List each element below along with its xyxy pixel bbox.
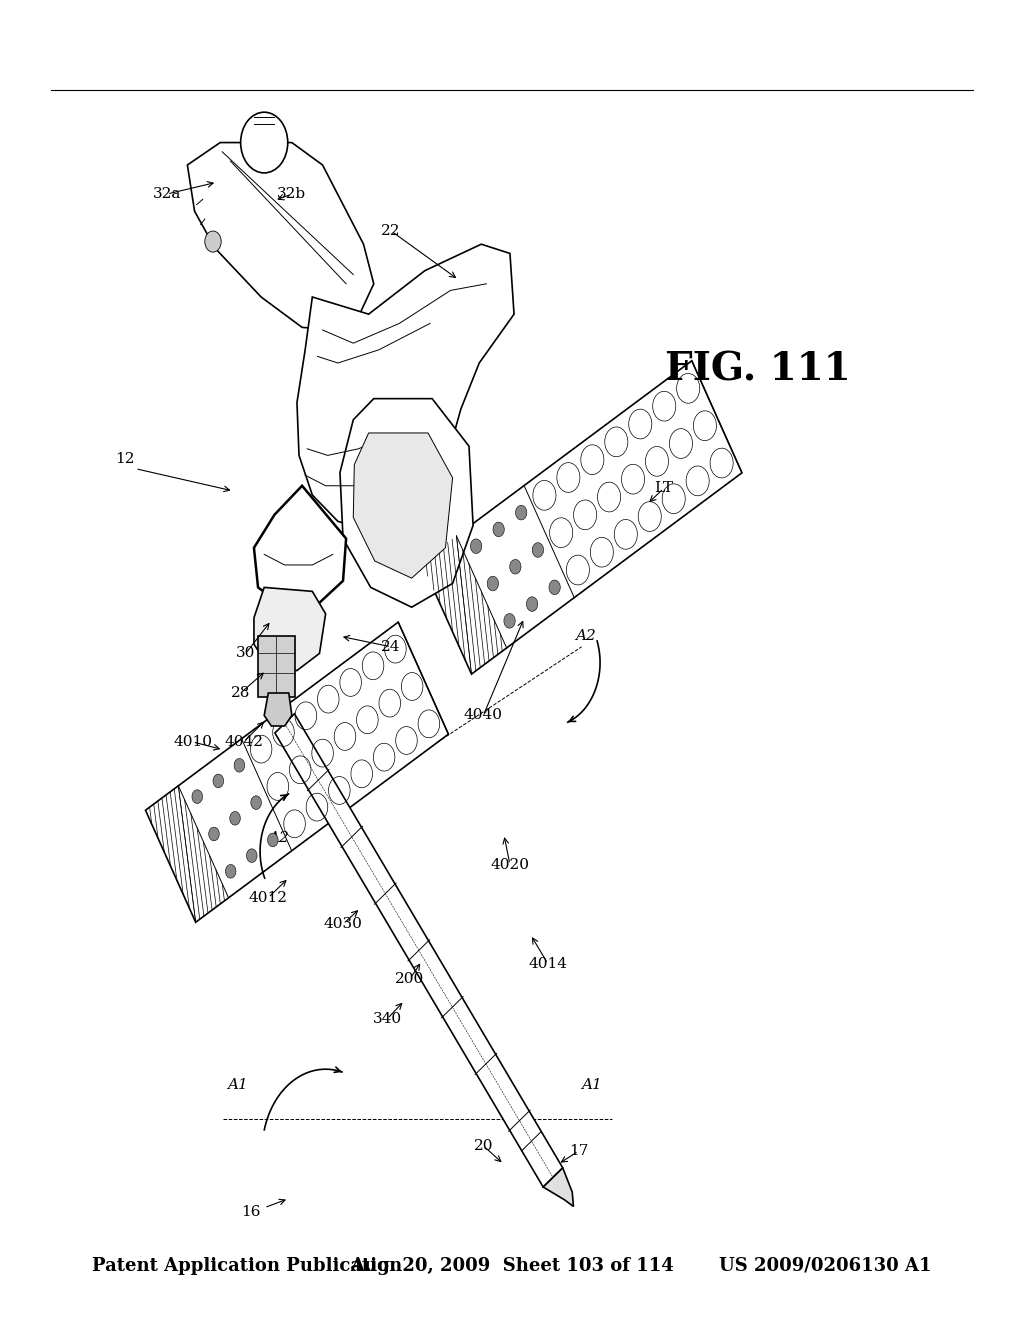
Polygon shape (187, 143, 374, 330)
Text: 20: 20 (473, 1139, 494, 1152)
Polygon shape (470, 539, 482, 553)
Text: 28: 28 (231, 686, 250, 700)
Text: 4020: 4020 (490, 858, 529, 871)
Text: FIG. 111: FIG. 111 (665, 351, 851, 388)
Text: 30: 30 (237, 647, 255, 660)
Circle shape (241, 112, 288, 173)
Polygon shape (543, 1168, 573, 1206)
Polygon shape (487, 577, 499, 591)
Text: Aug. 20, 2009  Sheet 103 of 114: Aug. 20, 2009 Sheet 103 of 114 (350, 1257, 674, 1275)
Text: 24: 24 (381, 640, 401, 653)
Polygon shape (251, 796, 261, 809)
Text: 22: 22 (381, 224, 401, 238)
Polygon shape (264, 693, 292, 726)
Text: A1: A1 (582, 1078, 602, 1092)
Polygon shape (549, 579, 560, 595)
Polygon shape (234, 759, 245, 772)
Polygon shape (515, 506, 527, 520)
Polygon shape (274, 714, 563, 1187)
Polygon shape (247, 849, 257, 862)
Polygon shape (493, 523, 505, 537)
Text: A2: A2 (575, 630, 596, 643)
Polygon shape (526, 597, 538, 611)
Text: 4042: 4042 (224, 735, 263, 748)
Polygon shape (353, 433, 453, 578)
Text: 200: 200 (395, 973, 424, 986)
Text: US 2009/0206130 A1: US 2009/0206130 A1 (719, 1257, 932, 1275)
Polygon shape (340, 399, 473, 607)
Text: A1: A1 (227, 1078, 248, 1092)
Text: 32b: 32b (278, 187, 306, 201)
Text: 17: 17 (569, 1144, 588, 1158)
Polygon shape (254, 587, 326, 671)
Text: 32a: 32a (153, 187, 181, 201)
Text: 4010: 4010 (173, 735, 212, 748)
Text: 4012: 4012 (249, 891, 288, 904)
Polygon shape (297, 244, 514, 531)
Text: LT: LT (654, 482, 673, 495)
Polygon shape (193, 789, 203, 804)
Polygon shape (532, 543, 544, 557)
Polygon shape (209, 828, 219, 841)
Polygon shape (258, 636, 295, 697)
Text: 16: 16 (241, 1205, 261, 1218)
Polygon shape (267, 833, 279, 847)
Polygon shape (510, 560, 521, 574)
Text: 4030: 4030 (324, 917, 362, 931)
Text: 4040: 4040 (464, 709, 503, 722)
Polygon shape (421, 360, 742, 675)
Polygon shape (254, 486, 346, 607)
Text: A2: A2 (268, 832, 289, 845)
Text: Patent Application Publication: Patent Application Publication (92, 1257, 402, 1275)
Polygon shape (229, 812, 241, 825)
Polygon shape (225, 865, 237, 878)
Circle shape (205, 231, 221, 252)
Text: 12: 12 (115, 453, 135, 466)
Text: 340: 340 (373, 1012, 401, 1026)
Text: 4014: 4014 (528, 957, 567, 970)
Polygon shape (504, 614, 515, 628)
Polygon shape (213, 774, 223, 788)
Polygon shape (145, 622, 449, 923)
